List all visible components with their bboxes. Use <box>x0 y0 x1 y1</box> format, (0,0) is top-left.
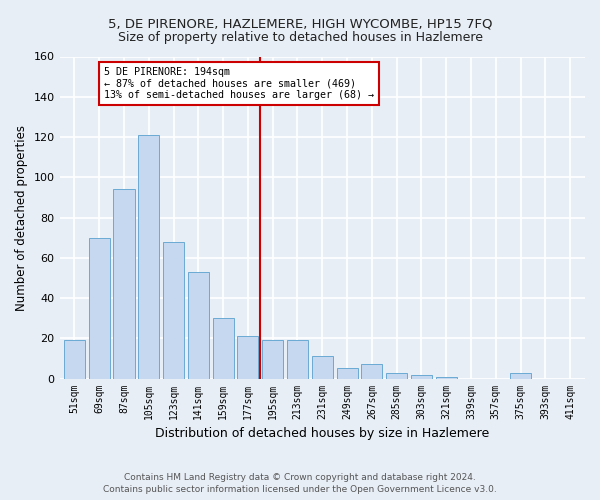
Bar <box>386 372 407 378</box>
Text: Contains HM Land Registry data © Crown copyright and database right 2024.
Contai: Contains HM Land Registry data © Crown c… <box>103 472 497 494</box>
Bar <box>411 374 432 378</box>
Bar <box>89 238 110 378</box>
Bar <box>188 272 209 378</box>
Bar <box>238 336 259 378</box>
Bar <box>287 340 308 378</box>
Bar <box>138 135 160 378</box>
X-axis label: Distribution of detached houses by size in Hazlemere: Distribution of detached houses by size … <box>155 427 490 440</box>
Bar <box>312 356 333 378</box>
Text: 5, DE PIRENORE, HAZLEMERE, HIGH WYCOMBE, HP15 7FQ: 5, DE PIRENORE, HAZLEMERE, HIGH WYCOMBE,… <box>108 18 492 30</box>
Bar <box>64 340 85 378</box>
Bar <box>113 190 134 378</box>
Text: 5 DE PIRENORE: 194sqm
← 87% of detached houses are smaller (469)
13% of semi-det: 5 DE PIRENORE: 194sqm ← 87% of detached … <box>104 66 374 100</box>
Bar <box>361 364 382 378</box>
Text: Size of property relative to detached houses in Hazlemere: Size of property relative to detached ho… <box>118 31 482 44</box>
Bar <box>212 318 233 378</box>
Bar <box>163 242 184 378</box>
Bar <box>262 340 283 378</box>
Bar <box>436 376 457 378</box>
Y-axis label: Number of detached properties: Number of detached properties <box>15 124 28 310</box>
Bar <box>510 372 531 378</box>
Bar <box>337 368 358 378</box>
